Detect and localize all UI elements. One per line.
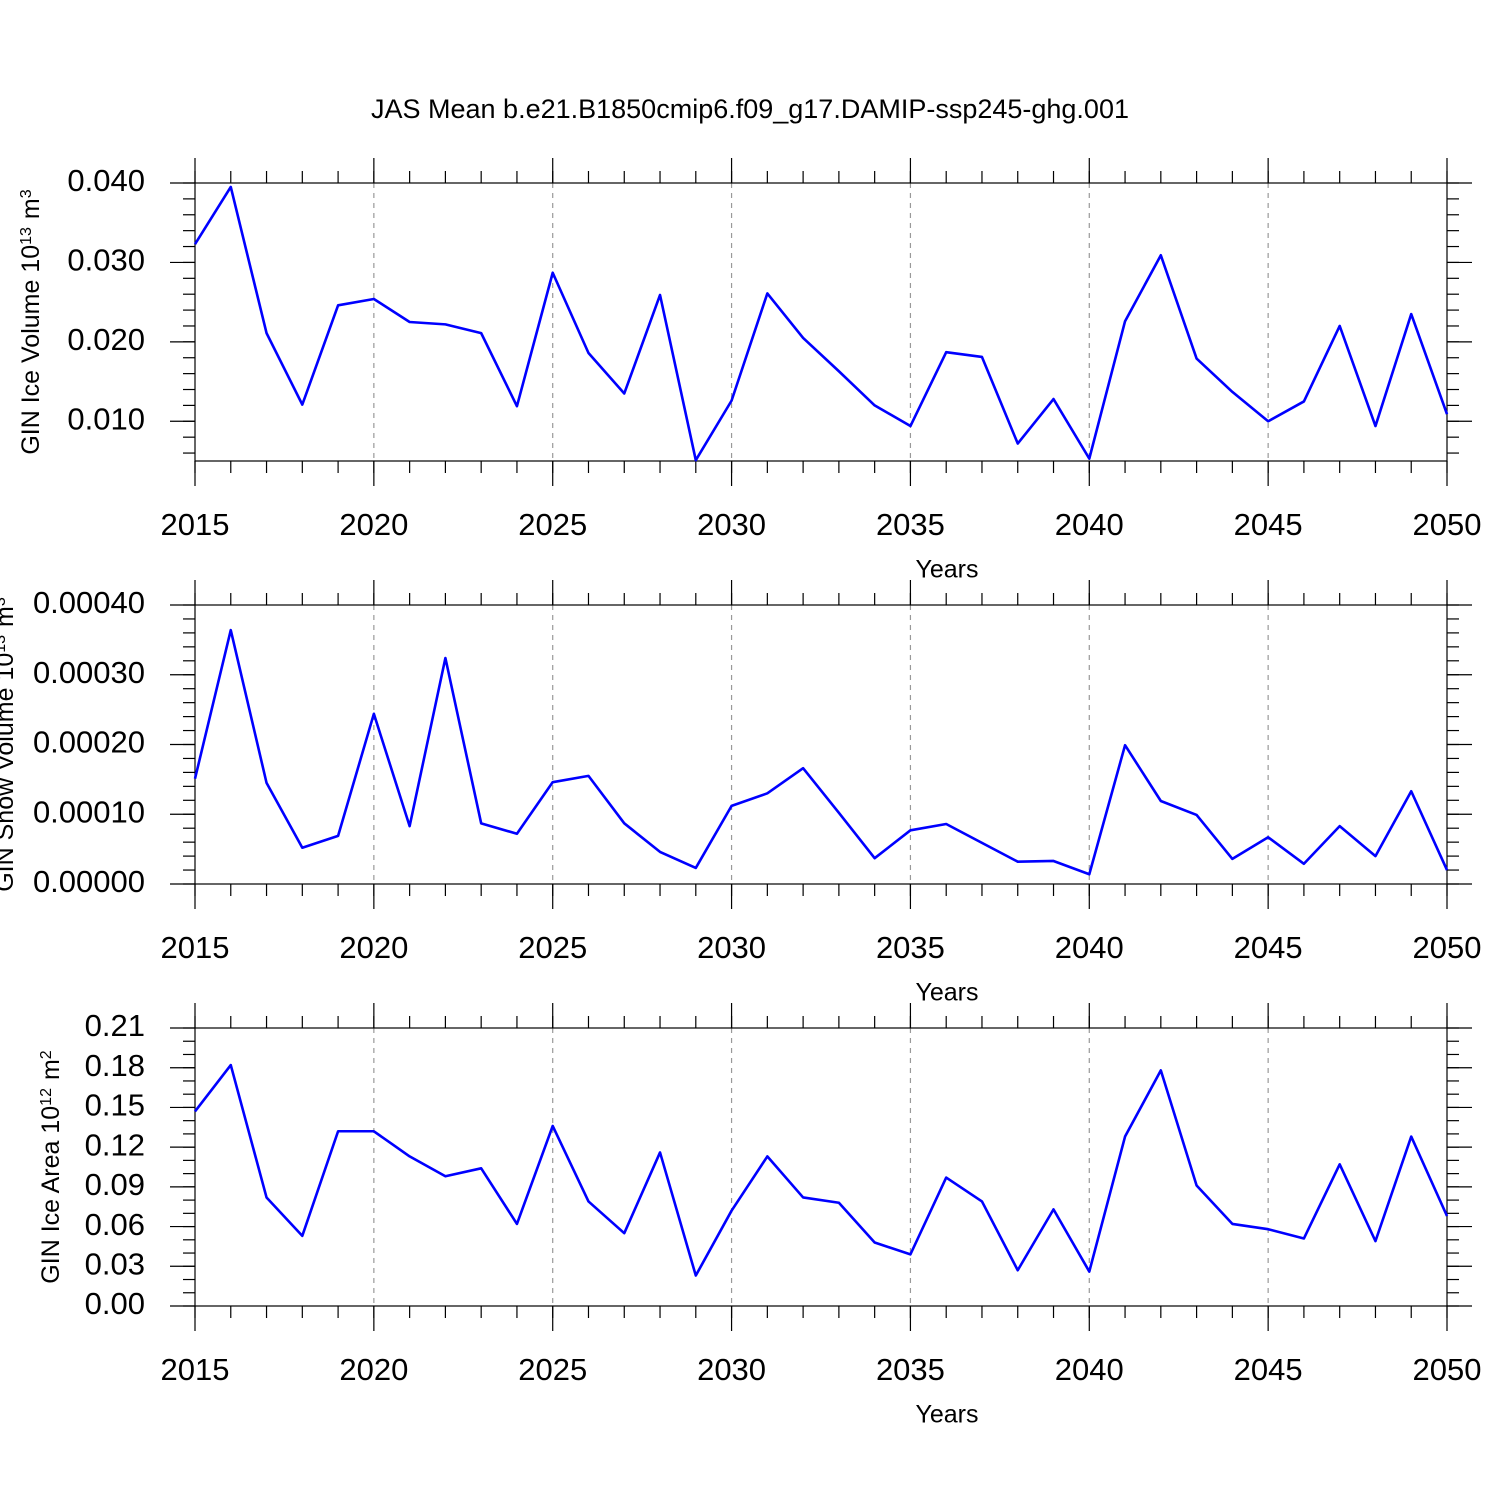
- x-tick-label: 2035: [876, 507, 945, 542]
- x-axis-title: Years: [915, 1401, 978, 1429]
- x-tick-label: 2025: [518, 930, 587, 965]
- x-tick-label: 2030: [697, 507, 766, 542]
- y-tick-label: 0.00020: [33, 725, 145, 760]
- panel: 2015 2020 2025 2030 2035 2040 2045 2050 0.010 0.0…: [17, 158, 1481, 584]
- plot-frame: [194, 182, 1448, 462]
- panel: 2015 2020 2025 2030 2035 2040 2045 2050 0.00000 0…: [0, 580, 1481, 1007]
- figure-title: JAS Mean b.e21.B1850cmip6.f09_g17.DAMIP-…: [371, 94, 1129, 124]
- y-axis-title-unit-exponent: 3: [18, 189, 35, 198]
- y-axis-title: GIN Ice Volume 1013 m3: [17, 189, 45, 454]
- y-axis-title: GIN Snow Volume 1013 m3: [0, 597, 19, 892]
- plot-frame: [194, 604, 1448, 885]
- x-tick-label: 2025: [518, 1352, 587, 1387]
- x-tick-label: 2025: [518, 507, 587, 542]
- plot-frame: [194, 1027, 1448, 1307]
- x-tick-label: 2015: [161, 1352, 230, 1387]
- x-tick-label: 2015: [161, 930, 230, 965]
- x-tick-label: 2045: [1234, 507, 1303, 542]
- y-axis-title-exponent: 13: [0, 635, 9, 653]
- y-tick-label: 0.12: [85, 1127, 145, 1162]
- x-tick-label: 2020: [339, 930, 408, 965]
- y-tick-label: 0.06: [85, 1207, 145, 1242]
- y-tick-label: 0.00010: [33, 794, 145, 829]
- y-tick-label: 0.00030: [33, 655, 145, 690]
- x-tick-label: 2050: [1413, 930, 1482, 965]
- x-tick-label: 2030: [697, 930, 766, 965]
- data-line: [193, 1063, 1449, 1277]
- y-tick-label: 0.18: [85, 1048, 145, 1083]
- x-tick-label: 2040: [1055, 930, 1124, 965]
- y-tick-label: 0.00: [85, 1286, 145, 1321]
- y-axis-title-text: GIN Ice Volume 10: [17, 245, 45, 455]
- x-tick-label: 2035: [876, 1352, 945, 1387]
- y-axis-title-exponent: 13: [18, 227, 35, 245]
- y-axis-title-unit: m: [37, 1059, 65, 1080]
- x-tick-label: 2040: [1055, 507, 1124, 542]
- x-tick-label: 2050: [1413, 507, 1482, 542]
- x-tick-label: 2020: [339, 507, 408, 542]
- x-tick-label: 2030: [697, 1352, 766, 1387]
- x-tick-label: 2045: [1234, 1352, 1303, 1387]
- x-tick-label: 2020: [339, 1352, 408, 1387]
- y-tick-label: 0.010: [67, 401, 145, 436]
- y-tick-label: 0.00000: [33, 864, 145, 899]
- y-axis-title-exponent: 12: [38, 1088, 55, 1106]
- data-line: [193, 185, 1449, 462]
- x-tick-label: 2045: [1234, 930, 1303, 965]
- x-tick-label: 2015: [161, 507, 230, 542]
- y-tick-label: 0.020: [67, 322, 145, 357]
- data-line: [193, 628, 1449, 876]
- y-axis-title-unit: m: [0, 606, 19, 627]
- y-tick-label: 0.09: [85, 1167, 145, 1202]
- y-axis-title-unit: m: [17, 198, 45, 219]
- y-tick-label: 0.040: [67, 163, 145, 198]
- y-tick-label: 0.030: [67, 243, 145, 278]
- y-axis-title-text: GIN Snow Volume 10: [0, 653, 19, 892]
- x-axis-title: Years: [915, 556, 978, 584]
- x-tick-label: 2050: [1413, 1352, 1482, 1387]
- y-axis-title-unit-exponent: 3: [0, 597, 9, 606]
- y-tick-label: 0.03: [85, 1246, 145, 1281]
- y-tick-label: 0.00040: [33, 585, 145, 620]
- y-axis-title: GIN Ice Area 1012 m2: [37, 1050, 65, 1284]
- y-tick-label: 0.21: [85, 1008, 145, 1043]
- x-tick-label: 2035: [876, 930, 945, 965]
- panel: 2015 2020 2025 2030 2035 2040 2045 2050 0.00 0.03…: [37, 1003, 1481, 1429]
- y-axis-title-unit-exponent: 2: [38, 1050, 55, 1059]
- y-axis-title-text: GIN Ice Area 10: [37, 1106, 65, 1284]
- y-tick-label: 0.15: [85, 1088, 145, 1123]
- x-axis-title: Years: [915, 979, 978, 1007]
- x-tick-label: 2040: [1055, 1352, 1124, 1387]
